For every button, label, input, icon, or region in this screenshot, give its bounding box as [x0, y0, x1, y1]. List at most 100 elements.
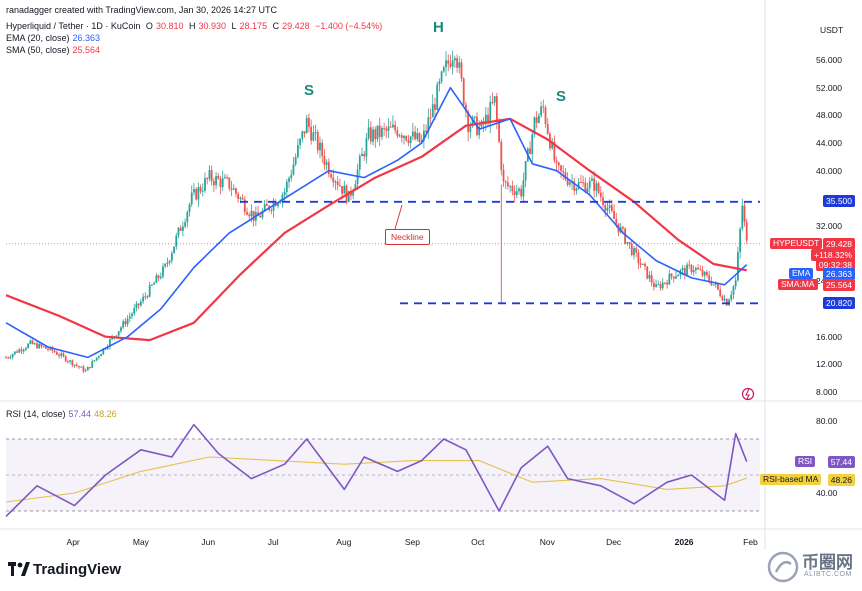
candle-body — [509, 186, 512, 188]
candle-body — [670, 273, 673, 277]
candle-body — [157, 275, 160, 279]
candle-body — [661, 282, 664, 289]
candle-body — [184, 222, 187, 227]
candle-body — [294, 156, 297, 165]
candle-body — [515, 191, 518, 196]
candle-body — [544, 107, 547, 125]
candle-body — [44, 346, 47, 349]
candle-body — [743, 205, 746, 222]
candle-body — [659, 284, 662, 289]
month-tick: Apr — [66, 537, 80, 547]
candle-body — [341, 186, 343, 194]
candle-body — [327, 162, 330, 175]
candle-body — [641, 263, 644, 265]
candle-body — [500, 141, 503, 170]
watermark: 币圈网 ALIBTC.COM — [766, 548, 856, 586]
candle-body — [47, 348, 49, 350]
candle-body — [352, 190, 355, 196]
candle-body — [285, 181, 288, 193]
candle-body — [449, 63, 452, 67]
candle-body — [25, 347, 27, 350]
candle-body — [97, 356, 100, 358]
candle-body — [237, 193, 240, 199]
candle-body — [398, 135, 401, 137]
candle-body — [736, 252, 739, 281]
candle-body — [73, 364, 76, 366]
candle-body — [473, 116, 476, 118]
alert-icon — [741, 387, 755, 401]
candle-body — [694, 267, 697, 271]
candle-body — [511, 186, 514, 192]
neckline-callout: Neckline — [385, 229, 430, 245]
candle-body — [513, 191, 516, 196]
candle-body — [109, 339, 111, 347]
candle-body — [55, 352, 58, 355]
candle-body — [159, 276, 162, 279]
symbol-tag: HYPEUSDT — [770, 238, 823, 249]
candle-body — [58, 354, 60, 356]
candle-body — [453, 58, 456, 61]
candle-body — [347, 190, 350, 203]
candle-body — [367, 127, 370, 139]
tradingview-logo[interactable]: TradingView — [8, 561, 121, 580]
candle-body — [117, 331, 120, 336]
candle-body — [252, 210, 255, 221]
candle-body — [332, 177, 335, 183]
candle-body — [378, 125, 381, 137]
candle-body — [102, 348, 105, 354]
price-tick: 40.000 — [816, 165, 842, 176]
ema-legend[interactable]: EMA (20, close) 26.363 — [6, 33, 101, 43]
candle-body — [292, 164, 295, 175]
candle-body — [675, 276, 677, 279]
candle-body — [535, 117, 538, 123]
candle-body — [739, 228, 741, 253]
candle-body — [595, 183, 598, 191]
month-tick: 2026 — [674, 537, 694, 547]
candle-body — [429, 117, 432, 119]
symbol-change-tag: +118.32% — [811, 249, 855, 261]
rsi-ma-tag: RSI-based MA — [760, 474, 822, 485]
candle-body — [668, 273, 671, 285]
candle-body — [170, 253, 173, 261]
candle-body — [518, 188, 520, 192]
candle-body — [248, 214, 251, 217]
candle-body — [303, 131, 306, 134]
symbol-line: Hyperliquid / Tether · 1D · KuCoin O 30.8… — [6, 21, 383, 31]
candle-body — [458, 62, 461, 68]
candle-body — [215, 175, 217, 186]
candle-body — [153, 282, 156, 285]
rsi-legend[interactable]: RSI (14, close) 57.44 48.26 — [6, 409, 117, 419]
candle-body — [706, 271, 708, 276]
byline: ranadagger created with TradingView.com,… — [6, 5, 277, 15]
rsi-tick: 40.00 — [816, 488, 838, 498]
candle-body — [372, 129, 374, 142]
candle-body — [721, 296, 724, 301]
candle-body — [190, 192, 193, 205]
candle-body — [489, 102, 492, 124]
candle-body — [18, 349, 21, 353]
candle-body — [389, 126, 392, 128]
candle-body — [396, 130, 399, 136]
month-tick: May — [132, 537, 149, 547]
candle-body — [5, 357, 7, 359]
candle-body — [188, 204, 191, 213]
currency-label: USDT — [820, 25, 844, 35]
candle-body — [243, 199, 246, 212]
sma-legend[interactable]: SMA (50, close) 25.564 — [6, 45, 101, 55]
candle-body — [11, 354, 14, 358]
candle-body — [181, 226, 184, 231]
candle-body — [575, 188, 578, 191]
candle-body — [246, 211, 248, 215]
candle-body — [100, 353, 102, 357]
candle-body — [655, 284, 657, 288]
candle-body — [164, 263, 167, 267]
candle-body — [336, 181, 339, 186]
candle-body — [593, 178, 596, 191]
candle-body — [579, 182, 582, 184]
candle-body — [69, 360, 72, 362]
candle-body — [564, 172, 567, 180]
candle-body — [139, 301, 142, 306]
candle-body — [730, 294, 733, 300]
candle-body — [666, 282, 669, 285]
candle-body — [566, 179, 569, 185]
